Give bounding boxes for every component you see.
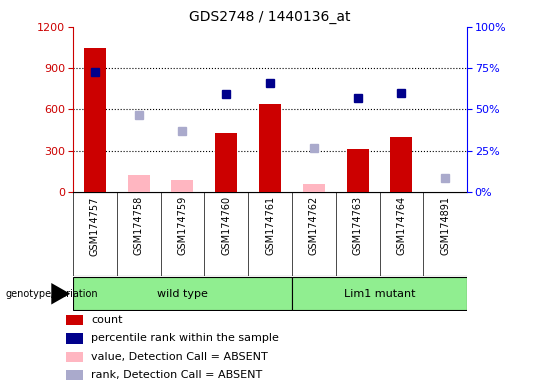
Text: GSM174891: GSM174891 xyxy=(440,196,450,255)
Text: GSM174762: GSM174762 xyxy=(309,196,319,255)
Bar xyxy=(66,351,83,362)
Text: GSM174757: GSM174757 xyxy=(90,196,100,256)
Text: GSM174758: GSM174758 xyxy=(133,196,144,255)
Text: GSM174763: GSM174763 xyxy=(353,196,362,255)
Text: GSM174759: GSM174759 xyxy=(178,196,187,255)
Bar xyxy=(172,180,193,192)
Bar xyxy=(215,133,237,192)
Bar xyxy=(292,277,467,310)
Text: genotype/variation: genotype/variation xyxy=(5,289,98,299)
Bar xyxy=(127,175,150,192)
Text: value, Detection Call = ABSENT: value, Detection Call = ABSENT xyxy=(91,352,268,362)
Text: Lim1 mutant: Lim1 mutant xyxy=(344,289,415,299)
Bar xyxy=(66,333,83,344)
Text: rank, Detection Call = ABSENT: rank, Detection Call = ABSENT xyxy=(91,370,262,380)
Text: count: count xyxy=(91,315,123,325)
Text: GSM174761: GSM174761 xyxy=(265,196,275,255)
Bar xyxy=(347,149,368,192)
Text: GSM174760: GSM174760 xyxy=(221,196,231,255)
Text: GSM174764: GSM174764 xyxy=(396,196,407,255)
Bar xyxy=(66,370,83,380)
Bar xyxy=(390,137,413,192)
Bar xyxy=(84,48,106,192)
Bar xyxy=(303,184,325,192)
Title: GDS2748 / 1440136_at: GDS2748 / 1440136_at xyxy=(189,10,351,25)
Bar xyxy=(73,277,292,310)
Bar xyxy=(259,104,281,192)
Text: percentile rank within the sample: percentile rank within the sample xyxy=(91,333,279,343)
Polygon shape xyxy=(51,283,70,305)
Bar xyxy=(66,315,83,325)
Text: wild type: wild type xyxy=(157,289,208,299)
